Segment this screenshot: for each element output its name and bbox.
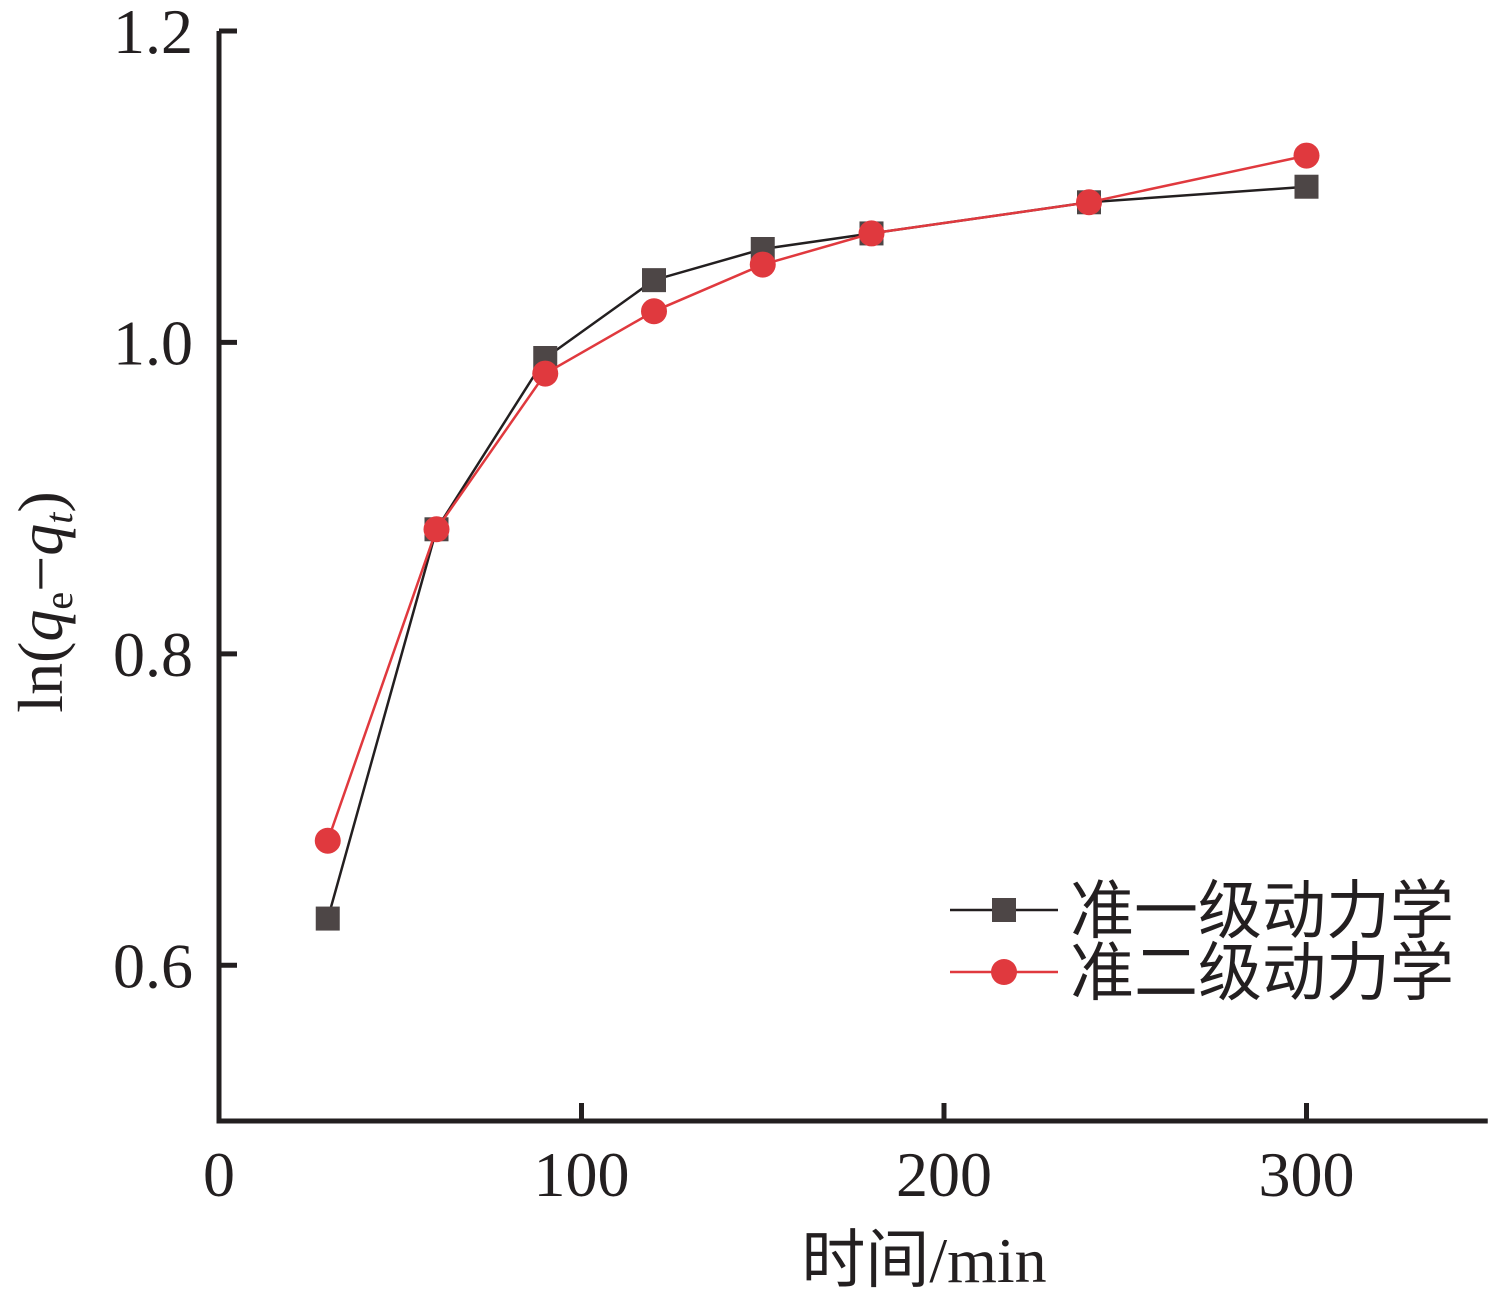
x-tick-label: 200: [896, 1139, 992, 1210]
legend: 准一级动力学 准二级动力学: [950, 876, 1454, 1009]
data-point-circle: [1076, 189, 1102, 216]
axes: 0 100 200 300 0.6 0.8 1.0 1.2: [113, 0, 1488, 1210]
legend-item-pfo: 准一级动力学: [950, 876, 1454, 947]
legend-square-marker: [992, 898, 1016, 922]
series-layer: [314, 142, 1320, 931]
y-axis-title: ln(qe−qt): [5, 491, 81, 712]
y-tick-label: 0.6: [113, 930, 193, 1001]
data-point-circle: [641, 298, 667, 325]
y-tick-label: 1.0: [113, 307, 193, 378]
y-tick-label: 0.8: [113, 619, 193, 690]
y-tick-label: 1.2: [113, 0, 193, 67]
legend-circle-marker: [991, 959, 1017, 985]
y-ticks: 0.6 0.8 1.0 1.2: [113, 0, 237, 1001]
x-ticks: 0 100 200 300: [203, 1103, 1355, 1210]
data-point-circle: [1293, 142, 1320, 169]
x-axis-title: 时间/min: [801, 1225, 1046, 1296]
data-point-circle: [532, 360, 559, 387]
data-point-square: [1294, 174, 1319, 199]
x-tick-label: 300: [1259, 1139, 1355, 1210]
x-tick-label: 0: [203, 1139, 235, 1210]
data-point-square: [642, 268, 666, 293]
legend-label-pso: 准二级动力学: [1070, 938, 1454, 1009]
data-point-circle: [423, 516, 450, 543]
series-line: [326, 154, 1307, 842]
data-point-circle: [858, 220, 885, 247]
x-tick-label: 100: [534, 1139, 630, 1210]
legend-label-pfo: 准一级动力学: [1070, 876, 1454, 947]
data-point-square: [315, 906, 340, 931]
legend-item-pso: 准二级动力学: [950, 938, 1454, 1009]
series-line: [326, 185, 1307, 919]
series-1: [315, 174, 1319, 931]
data-point-circle: [749, 251, 776, 278]
series-2: [314, 142, 1320, 854]
data-point-circle: [314, 827, 341, 854]
